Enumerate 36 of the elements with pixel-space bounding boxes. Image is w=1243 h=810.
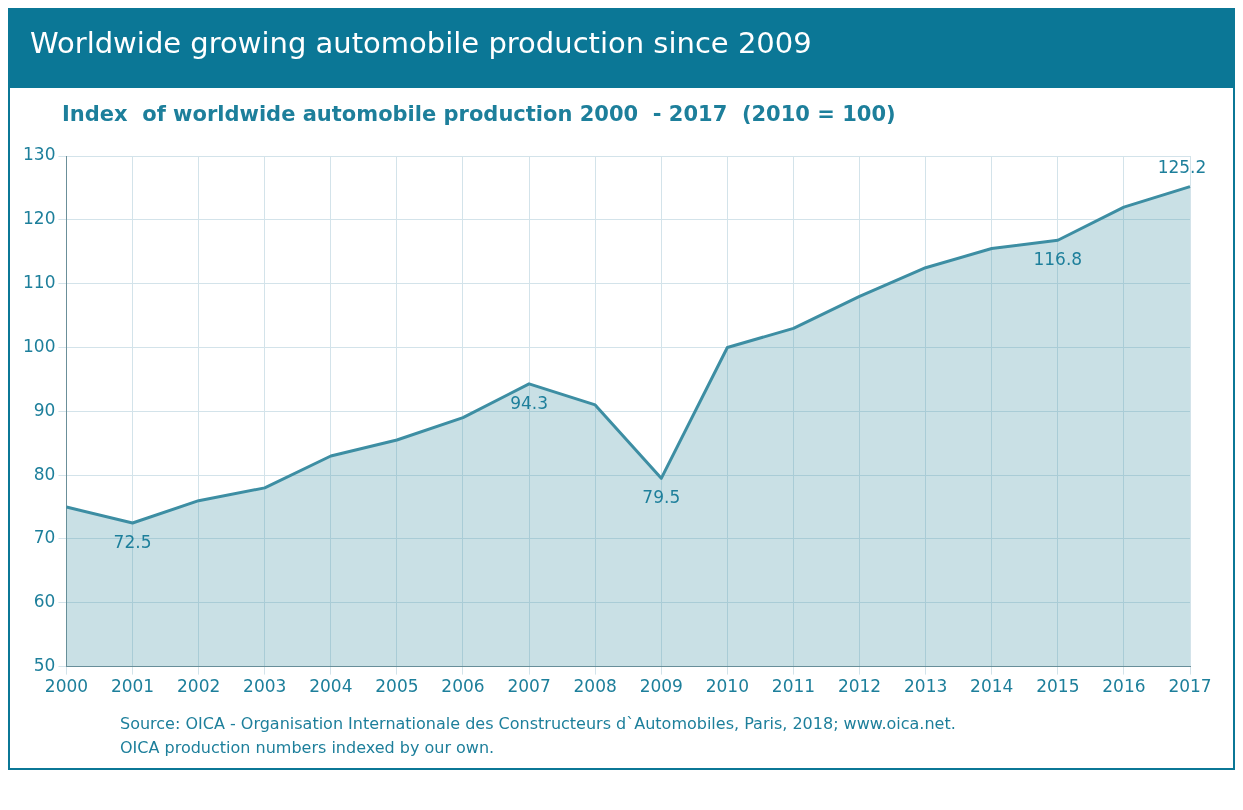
x-tick-label: 2014 (970, 676, 1014, 697)
y-tick-label: 120 (22, 208, 56, 229)
x-tick-label: 2009 (639, 676, 683, 697)
x-tick-label: 2010 (705, 676, 749, 697)
x-tick-label: 2000 (44, 676, 89, 697)
y-tick-label: 100 (22, 335, 56, 356)
x-tick-label: 2002 (177, 676, 221, 697)
x-tick-label: 2017 (1168, 676, 1212, 697)
y-tick-label: 50 (33, 655, 56, 676)
y-tick-label: 70 (33, 527, 56, 548)
y-tick-label: 80 (33, 463, 56, 484)
y-tick-label: 60 (33, 591, 56, 612)
data-label: 125.2 (1157, 156, 1207, 177)
x-tick-label: 2004 (309, 676, 353, 697)
x-tick-label: 2007 (507, 676, 551, 697)
x-tick-label: 2001 (110, 676, 155, 697)
x-tick-label: 2005 (375, 676, 419, 697)
y-tick-label: 90 (33, 399, 56, 420)
chart-subtitle: Index of worldwide automobile production 2000 - 2017 (2010 = 100) (61, 101, 897, 126)
x-tick-label: 2008 (573, 676, 617, 697)
source-note: Source: OICA - Organisation Internationale des Constructeurs d`Automobiles, Paris, 2018; www.oica.net. (120, 713, 957, 735)
chart-title: Worldwide growing automobile production since 2009 (8, 8, 1235, 88)
x-tick-label: 2015 (1036, 676, 1080, 697)
x-tick-label: 2013 (904, 676, 948, 697)
x-tick-label: 2006 (441, 676, 485, 697)
data-label: 72.5 (113, 531, 152, 552)
y-tick-label: 130 (22, 144, 56, 165)
text: OICA production numbers indexed by our own. (120, 737, 496, 759)
x-tick-label: 2012 (837, 676, 882, 697)
x-tick-label: 2003 (243, 676, 287, 697)
data-label: 79.5 (642, 487, 681, 508)
y-tick-label: 110 (22, 272, 56, 293)
data-label: 94.3 (510, 392, 549, 413)
data-label: 116.8 (1033, 249, 1083, 270)
x-tick-label: 2011 (771, 676, 816, 697)
x-tick-label: 2016 (1102, 676, 1146, 697)
